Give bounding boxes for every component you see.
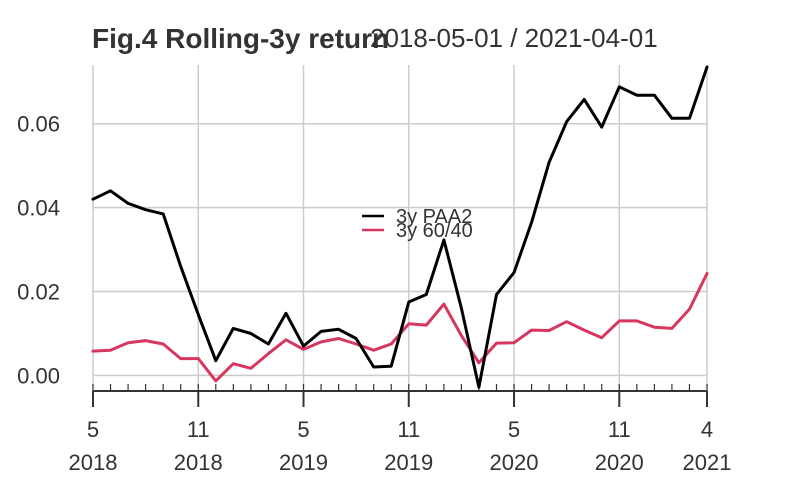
x-tick-month-label: 11 bbox=[187, 417, 210, 442]
y-axis: 0.00 0.02 0.04 0.06 bbox=[17, 112, 60, 389]
x-tick-year-label: 2020 bbox=[490, 450, 539, 475]
x-tick-year-label: 2018 bbox=[69, 450, 118, 475]
date-range-label: 2018-05-01 / 2021-04-01 bbox=[370, 23, 658, 53]
x-axis: 5 2018 11 2018 5 2019 11 2019 5 2020 11 2020 4 2021 bbox=[69, 384, 732, 475]
x-tick-year-label: 2019 bbox=[384, 450, 433, 475]
gridlines bbox=[92, 65, 708, 388]
y-tick-label: 0.00 bbox=[17, 363, 60, 388]
y-tick-label: 0.06 bbox=[17, 112, 60, 137]
x-tick-year-label: 2020 bbox=[595, 450, 644, 475]
x-tick-year-label: 2019 bbox=[279, 450, 328, 475]
legend-label: 3y 60/40 bbox=[396, 220, 473, 242]
chart-title: Fig.4 Rolling-3y return bbox=[92, 23, 389, 54]
x-tick-year-label: 2018 bbox=[174, 450, 223, 475]
x-tick-month-label: 5 bbox=[297, 417, 309, 442]
x-tick-month-label: 5 bbox=[87, 417, 99, 442]
legend-label: 3y PAA2 bbox=[396, 206, 472, 228]
series-line-paa2 bbox=[91, 65, 709, 389]
series-lines bbox=[91, 65, 709, 389]
series-line-60-40 bbox=[91, 272, 709, 383]
x-tick-month-label: 4 bbox=[701, 417, 713, 442]
x-tick-year-label: 2021 bbox=[683, 450, 732, 475]
x-tick-month-label: 11 bbox=[608, 417, 631, 442]
x-tick-month-label: 11 bbox=[397, 417, 420, 442]
y-tick-label: 0.04 bbox=[17, 196, 60, 221]
y-tick-label: 0.02 bbox=[17, 280, 60, 305]
x-tick-month-label: 5 bbox=[508, 417, 520, 442]
